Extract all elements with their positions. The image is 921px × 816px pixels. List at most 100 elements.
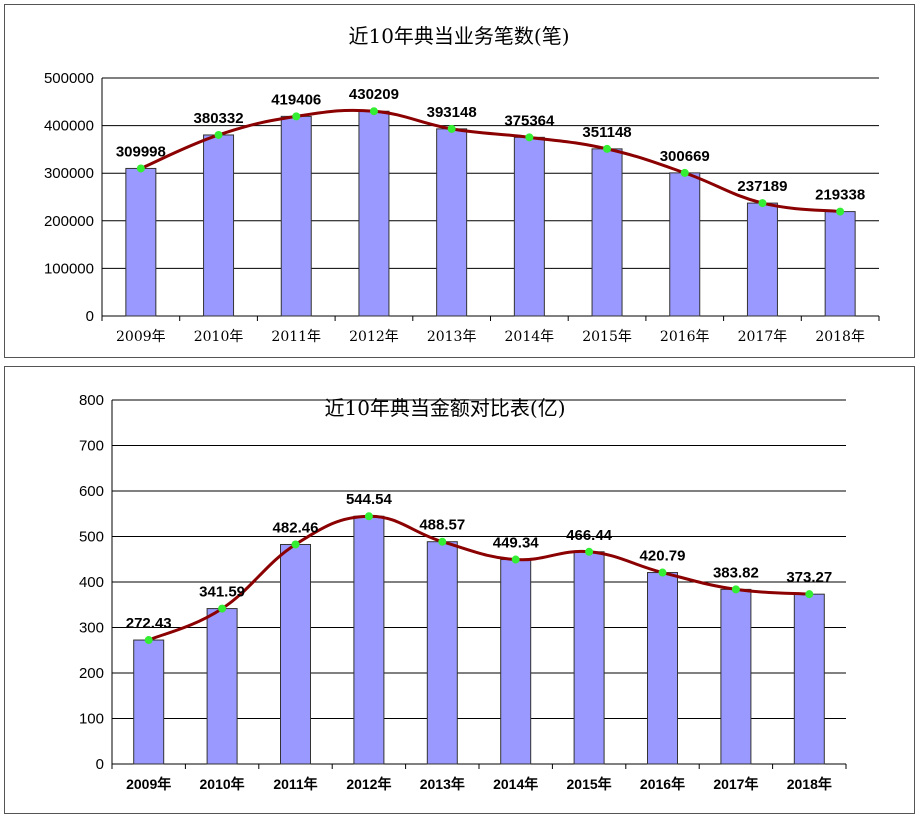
y-tick-label: 200000 xyxy=(44,213,94,230)
bar xyxy=(133,639,165,765)
x-tick-label: 2017年 xyxy=(713,776,758,792)
bar xyxy=(353,515,385,765)
bar xyxy=(591,148,623,317)
data-label: 466.44 xyxy=(566,527,613,544)
data-label: 393148 xyxy=(427,104,477,121)
data-point xyxy=(447,124,456,133)
x-tick-label: 2012年 xyxy=(346,776,391,792)
x-tick-label: 2016年 xyxy=(660,329,710,345)
x-tick-label: 2010年 xyxy=(194,329,244,345)
x-tick-label: 2011年 xyxy=(271,329,321,345)
bar xyxy=(647,572,678,765)
y-tick-label: 600 xyxy=(79,483,104,500)
chart-panel-amount: 近10年典当金额对比表(亿) 0 100 200 300 400 500 600 700 800… xyxy=(4,366,915,814)
data-label: 351148 xyxy=(582,124,631,141)
bar xyxy=(746,202,778,317)
bar xyxy=(280,543,311,765)
data-point xyxy=(364,512,373,521)
x-tick-label: 2017年 xyxy=(738,329,788,345)
x-tick-label: 2016年 xyxy=(640,776,685,792)
y-tick-label: 500 xyxy=(79,529,104,546)
chart-transactions: 近10年典当业务笔数(笔) 0 100000 200000 300000 400000 5… xyxy=(44,24,880,345)
bar xyxy=(280,115,312,317)
data-point xyxy=(511,555,520,564)
x-tick-label: 2015年 xyxy=(567,776,612,792)
data-label: 419406 xyxy=(271,91,321,108)
data-point xyxy=(836,207,845,216)
x-tick-label: 2009年 xyxy=(126,776,171,792)
x-tick-label: 2009年 xyxy=(116,329,166,345)
chart-panel-transactions: 近10年典当业务笔数(笔) 0 100000 200000 300000 400000 5… xyxy=(4,4,915,358)
data-label: 420.79 xyxy=(640,548,686,565)
bar xyxy=(500,559,532,765)
bar xyxy=(125,167,157,317)
data-point xyxy=(136,164,145,173)
data-label: 449.34 xyxy=(493,535,540,552)
bar xyxy=(436,128,468,317)
chart-title: 近10年典当业务笔数(笔) xyxy=(348,24,569,48)
data-point xyxy=(758,199,767,208)
bar xyxy=(426,541,458,765)
x-tick-label: 2013年 xyxy=(427,329,477,345)
y-tick-label: 400000 xyxy=(44,118,94,135)
data-label: 482.46 xyxy=(273,519,319,536)
data-label: 272.43 xyxy=(126,615,172,632)
data-point xyxy=(658,568,667,577)
y-tick-label: 700 xyxy=(79,438,104,455)
bar xyxy=(669,172,701,317)
data-label: 430209 xyxy=(349,86,399,103)
bar xyxy=(203,134,235,317)
bar xyxy=(573,551,605,765)
x-tick-label: 2015年 xyxy=(582,329,632,345)
x-tick-label: 2013年 xyxy=(420,776,465,792)
data-point xyxy=(805,590,814,599)
data-point xyxy=(369,107,378,116)
x-tick-label: 2018年 xyxy=(787,776,832,792)
bar xyxy=(206,608,238,765)
data-point xyxy=(218,604,227,613)
y-tick-label: 300 xyxy=(79,620,104,637)
bar xyxy=(513,136,545,317)
y-tick-label: 0 xyxy=(86,308,94,325)
data-label: 300669 xyxy=(660,148,710,165)
data-point xyxy=(438,537,447,546)
data-label: 375364 xyxy=(504,112,555,129)
data-label: 488.57 xyxy=(419,517,465,534)
data-point xyxy=(603,144,612,153)
x-tick-label: 2014年 xyxy=(493,776,538,792)
data-point xyxy=(680,168,689,177)
series-line xyxy=(140,108,841,214)
data-label: 380332 xyxy=(194,110,244,127)
data-label: 237189 xyxy=(737,178,787,195)
data-point xyxy=(144,636,153,645)
series-line xyxy=(148,514,810,642)
data-point xyxy=(292,112,301,121)
y-tick-label: 0 xyxy=(96,756,104,773)
x-tick-label: 2014年 xyxy=(505,329,555,345)
y-tick-label: 300000 xyxy=(44,165,94,182)
y-tick-label: 100 xyxy=(79,711,104,728)
bar xyxy=(720,588,752,765)
data-point xyxy=(731,585,740,594)
data-label: 219338 xyxy=(815,187,865,204)
data-point xyxy=(585,547,594,556)
y-tick-label: 200 xyxy=(79,665,104,682)
data-point xyxy=(525,133,534,142)
y-tick-label: 500000 xyxy=(44,70,94,87)
bar xyxy=(793,593,825,765)
x-tick-label: 2011年 xyxy=(273,776,317,792)
x-tick-label: 2018年 xyxy=(815,329,865,345)
data-point xyxy=(214,130,223,139)
y-tick-label: 400 xyxy=(79,574,104,591)
data-label: 309998 xyxy=(116,143,166,160)
y-tick-label: 100000 xyxy=(44,260,94,277)
chart-amount: 近10年典当金额对比表(亿) 0100200300400500600700800… xyxy=(79,392,847,792)
data-label: 544.54 xyxy=(346,491,393,508)
data-point xyxy=(291,540,300,549)
data-label: 341.59 xyxy=(199,584,245,601)
x-tick-label: 2010年 xyxy=(200,776,245,792)
data-label: 383.82 xyxy=(713,564,759,581)
y-tick-label: 800 xyxy=(79,392,104,409)
bar xyxy=(358,110,390,317)
data-label: 373.27 xyxy=(786,569,832,586)
